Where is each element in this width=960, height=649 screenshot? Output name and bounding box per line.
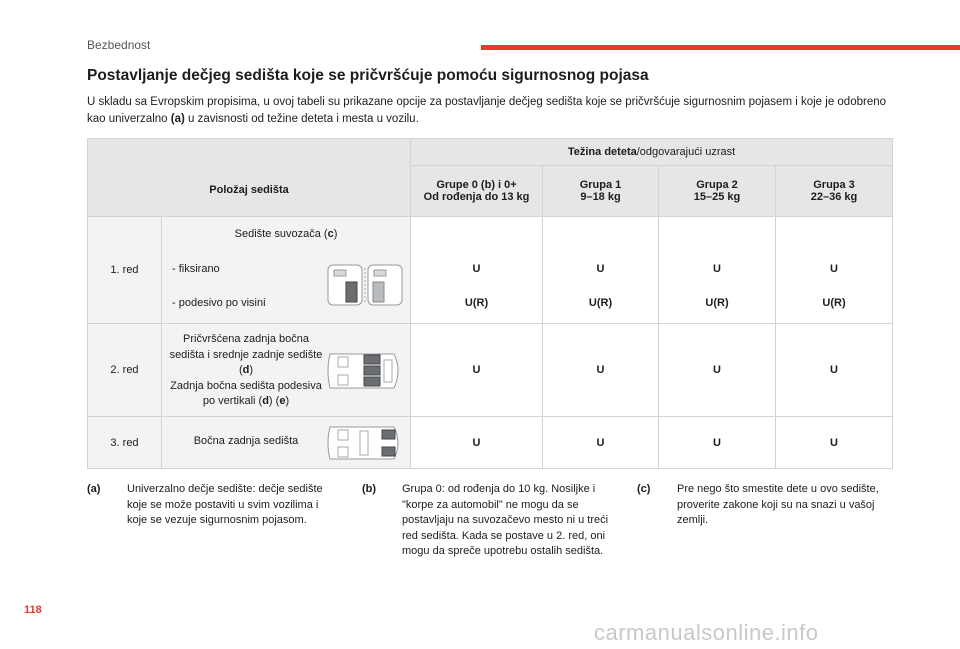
weight-header-rest: /odgovarajući uzrast bbox=[636, 146, 736, 158]
row-2-description: Pričvršćena zadnja bočna sedišta i sredn… bbox=[160, 323, 412, 417]
rear-seat-text-2-close: ) bbox=[285, 395, 290, 407]
group-range: 22–36 kg bbox=[810, 191, 858, 203]
header-accent-bar bbox=[481, 45, 960, 50]
third-row-text: Bočna zadnja sedišta bbox=[193, 435, 299, 447]
group-name: Grupa 3 bbox=[813, 179, 855, 191]
intro-footnote-ref: (a) bbox=[170, 113, 185, 125]
cell-r1-g0: U U(R) bbox=[410, 216, 544, 324]
cell-r3-g1: U bbox=[542, 416, 660, 469]
option-adjustable-label: - podesivo po visini bbox=[172, 297, 266, 309]
front-seat-title-close: ) bbox=[333, 228, 338, 240]
intro-paragraph: U skladu sa Evropskim propisima, u ovoj … bbox=[87, 94, 887, 128]
second-row-diagram-icon bbox=[327, 353, 399, 389]
group-name: Grupe 0 (b) i 0+ bbox=[436, 179, 517, 191]
watermark: carmanualsonline.info bbox=[594, 620, 819, 645]
footnote-key: (c) bbox=[637, 483, 651, 495]
front-seats-diagram-icon bbox=[327, 264, 403, 306]
rear-seat-text-1-close: ) bbox=[249, 364, 254, 376]
intro-text-1: U skladu sa Evropskim propisima, u ovoj … bbox=[87, 96, 887, 125]
cell-r1-g3: U U(R) bbox=[775, 216, 894, 324]
cell-r2-g2: U bbox=[658, 323, 777, 417]
group-1-header: Grupa 1 9–18 kg bbox=[542, 165, 660, 217]
cell-r3-g0: U bbox=[410, 416, 544, 469]
page-number: 118 bbox=[24, 604, 42, 616]
rear-seat-text-2-mid: ) ( bbox=[268, 395, 280, 407]
footnote-a: (a) Univerzalno dečje sedište: dečje sed… bbox=[87, 482, 332, 529]
group-range: Od rođenja do 13 kg bbox=[423, 191, 530, 203]
option-fixed-label: - fiksirano bbox=[172, 263, 220, 275]
cell-r1-g2: U U(R) bbox=[658, 216, 777, 324]
weight-header: Težina deteta/odgovarajući uzrast bbox=[410, 138, 894, 166]
row-label: 2. red bbox=[87, 323, 162, 417]
section-title: Bezbednost bbox=[87, 38, 151, 52]
value-adjustable: U(R) bbox=[705, 297, 729, 309]
cell-r3-g3: U bbox=[775, 416, 894, 469]
value-adjustable: U(R) bbox=[464, 297, 489, 309]
row-label: 1. red bbox=[87, 216, 162, 324]
footnote-c: (c) Pre nego što smestite dete u ovo sed… bbox=[637, 482, 882, 529]
seat-position-label: Položaj sedišta bbox=[209, 184, 289, 196]
group-range: 9–18 kg bbox=[580, 191, 621, 203]
cell-r2-g1: U bbox=[542, 323, 660, 417]
front-seat-title-text: Sedište suvozača ( bbox=[234, 228, 328, 240]
group-3-header: Grupa 3 22–36 kg bbox=[775, 165, 894, 217]
footnote-ref: d bbox=[262, 395, 269, 407]
row-label: 3. red bbox=[87, 416, 162, 469]
value-fixed: U bbox=[713, 263, 721, 275]
seat-table: Položaj sedišta Težina deteta/odgovaraju… bbox=[86, 138, 894, 469]
front-seat-title: Sedište suvozača (c) bbox=[162, 228, 410, 240]
intro-text-2: u zavisnosti od težine deteta i mesta u … bbox=[184, 113, 419, 125]
seat-position-header: Položaj sedišta bbox=[86, 138, 412, 217]
rear-seat-text-2: Zadnja bočna sedišta podesiva po vertika… bbox=[170, 379, 322, 408]
footnote-ref: c bbox=[327, 228, 334, 240]
group-2-header: Grupa 2 15–25 kg bbox=[658, 165, 777, 217]
footnote-ref: e bbox=[279, 395, 286, 407]
weight-header-bold: Težina deteta bbox=[567, 146, 637, 158]
page-title: Postavljanje dečjeg sedišta koje se prič… bbox=[87, 67, 649, 84]
cell-r2-g0: U bbox=[410, 323, 544, 417]
rear-seat-text: Pričvršćena zadnja bočna sedišta i sredn… bbox=[166, 332, 326, 410]
footnote-key: (a) bbox=[87, 483, 101, 495]
row-1-description: Sedište suvozača (c) - fiksirano - podes… bbox=[160, 216, 412, 324]
footnote-text: Grupa 0: od rođenja do 10 kg. Nosiljke i… bbox=[402, 483, 609, 557]
value-fixed: U bbox=[830, 263, 838, 275]
cell-r3-g2: U bbox=[658, 416, 777, 469]
footnote-key: (b) bbox=[362, 483, 377, 495]
value-fixed: U bbox=[596, 263, 605, 275]
row-3-description: Bočna zadnja sedišta bbox=[160, 416, 412, 469]
group-0-header: Grupe 0 (b) i 0+ Od rođenja do 13 kg bbox=[410, 165, 544, 217]
third-row-diagram-icon bbox=[327, 426, 399, 460]
cell-r2-g3: U bbox=[775, 323, 894, 417]
table-row-2: 2. red Pričvršćena zadnja bočna sedišta … bbox=[87, 323, 894, 417]
footnote-text: Pre nego što smestite dete u ovo sedište… bbox=[677, 483, 879, 526]
cell-r1-g1: U U(R) bbox=[542, 216, 660, 324]
table-row-3: 3. red Bočna zadnja sedišta U U U U bbox=[87, 416, 894, 469]
footnote-text: Univerzalno dečje sedište: dečje sedište… bbox=[127, 483, 323, 526]
value-fixed: U bbox=[472, 263, 481, 275]
group-name: Grupa 2 bbox=[696, 179, 738, 191]
value-adjustable: U(R) bbox=[822, 297, 846, 309]
rear-seat-text-1: Pričvršćena zadnja bočna sedišta i sredn… bbox=[169, 333, 323, 376]
table-row-1: 1. red Sedište suvozača (c) - fiksirano … bbox=[87, 216, 894, 324]
group-range: 15–25 kg bbox=[693, 191, 741, 203]
footnote-b: (b) Grupa 0: od rođenja do 10 kg. Nosilj… bbox=[362, 482, 612, 560]
value-adjustable: U(R) bbox=[588, 297, 613, 309]
group-name: Grupa 1 bbox=[579, 179, 622, 191]
footnote-ref: d bbox=[242, 364, 250, 376]
